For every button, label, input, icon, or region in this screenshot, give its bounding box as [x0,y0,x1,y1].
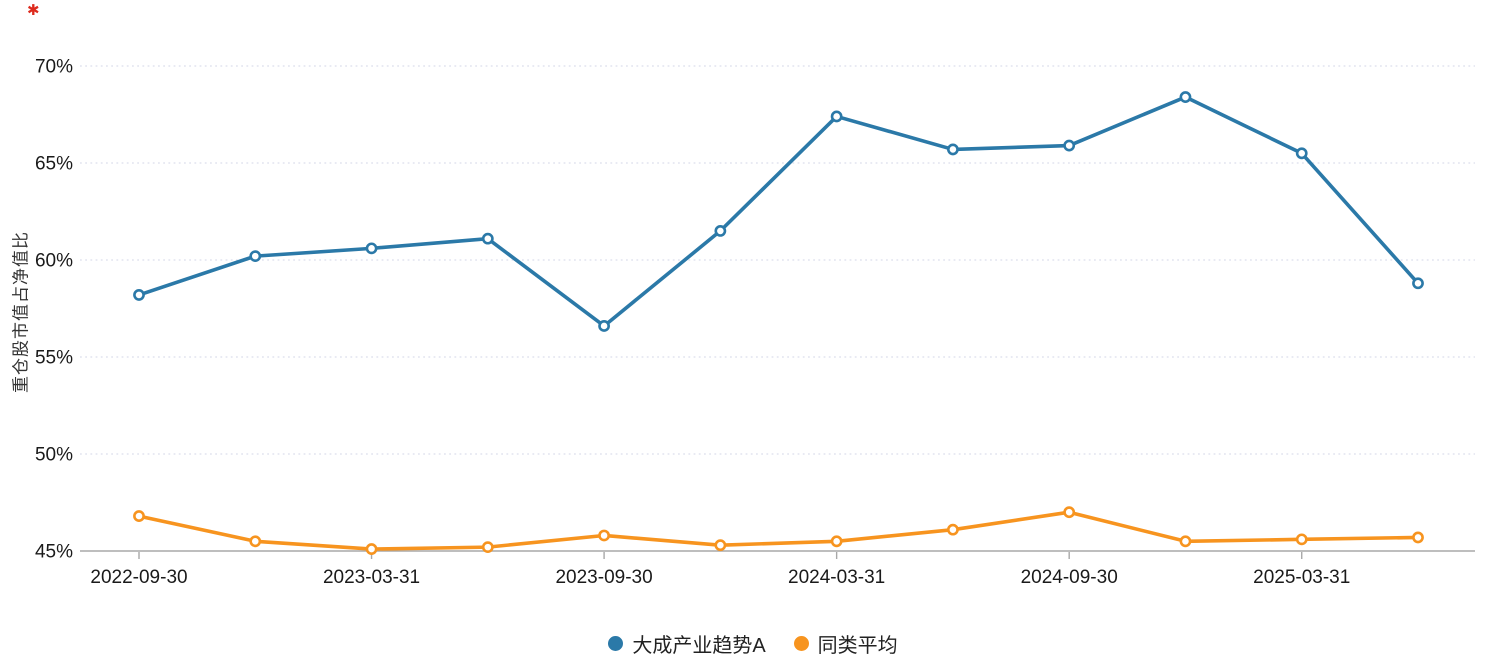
data-point[interactable] [481,232,494,245]
data-point[interactable] [1063,139,1076,152]
data-point[interactable] [714,539,727,552]
data-point[interactable] [249,535,262,548]
y-tick-label-60: 60% [35,251,73,272]
x-tick-label: 2022-09-30 [90,567,187,588]
data-point[interactable] [947,523,959,536]
data-point[interactable] [1412,277,1424,290]
legend-item-fund[interactable]: 大成产业趋势A [608,629,766,658]
x-tick-label: 2025-03-31 [1253,567,1350,588]
legend-item-category-average[interactable]: 同类平均 [793,629,898,658]
data-point[interactable] [1179,91,1192,103]
x-tick-label: 2024-09-30 [1021,567,1118,588]
y-tick-label-70: 70% [35,57,73,78]
data-point[interactable] [365,543,378,555]
data-point[interactable] [365,242,378,255]
data-point[interactable] [1295,533,1308,546]
data-point[interactable] [598,529,610,542]
data-point[interactable] [598,320,610,332]
x-tick-label: 2023-09-30 [555,567,652,588]
legend-label-category-average: 同类平均 [817,634,898,657]
data-point[interactable] [249,250,262,263]
x-tick-label: 2023-03-31 [323,567,420,588]
y-tick-label-65: 65% [35,154,73,175]
line-chart-plot-area[interactable]: 45% 50% 55% 60% 65% 70% 2022-09-30 2023-03-31 20… [0,0,1506,610]
chart-legend: 大成产业趋势A 同类平均 [0,628,1506,658]
fund-series-dot-icon [608,635,624,651]
category-average-series-dot-icon [793,635,809,651]
data-point[interactable] [830,535,843,548]
series-line-0 [137,95,1420,328]
data-point[interactable] [1295,147,1308,160]
data-point[interactable] [133,510,145,522]
data-point[interactable] [947,143,959,156]
data-point[interactable] [133,289,145,301]
data-point[interactable] [1412,531,1424,544]
legend-label-fund: 大成产业趋势A [632,634,766,657]
data-point[interactable] [1179,535,1192,548]
series-line-1 [137,510,1420,551]
data-point[interactable] [1063,506,1076,519]
red-corner-mark: ✱ [27,2,40,19]
y-tick-label-55: 55% [35,348,73,369]
data-point[interactable] [830,110,843,123]
x-tick-label: 2024-03-31 [788,567,885,588]
y-tick-label-45: 45% [35,542,73,563]
data-point[interactable] [481,541,494,554]
data-point[interactable] [714,224,727,237]
y-tick-label-50: 50% [35,445,73,466]
